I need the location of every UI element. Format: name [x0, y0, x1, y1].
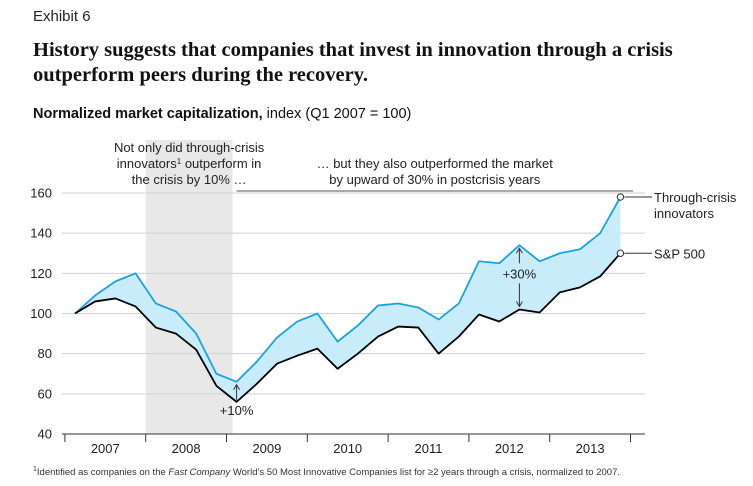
y-tick-label: 60	[38, 386, 52, 401]
y-tick-label: 80	[38, 346, 52, 361]
crisis-annotation-sup: 1	[177, 157, 182, 166]
postcrisis-gap-label: +30%	[503, 266, 537, 281]
y-tick-label: 140	[30, 226, 52, 241]
crisis-annotation: Not only did through-crisis	[114, 140, 265, 155]
crisis-gap-label: +10%	[220, 403, 254, 418]
crisis-annotation-rest: outperform in	[181, 156, 261, 171]
innovators-line	[74, 196, 622, 383]
y-tick-label: 40	[38, 427, 52, 442]
crisis-annotation: innovators1 outperform in	[117, 156, 262, 171]
sp500-line	[74, 252, 622, 403]
footnote: 1Identified as companies on the Fast Com…	[33, 466, 620, 478]
exhibit-label: Exhibit 6	[33, 8, 91, 25]
x-tick-label: 2008	[172, 441, 201, 456]
crisis-annotation: the crisis by 10% …	[132, 172, 247, 187]
chart-subtitle: Normalized market capitalization, index …	[33, 106, 411, 122]
x-tick-label: 2013	[576, 441, 605, 456]
sp500-end-marker	[616, 249, 625, 257]
footnote-italic: Fast Company	[168, 467, 231, 479]
subtitle-bold: Normalized market capitalization,	[33, 106, 263, 122]
innovators-end-marker	[616, 193, 625, 201]
innovators-legend-label: Through-crisis	[654, 190, 737, 205]
footnote-text-2: World’s 50 Most Innovative Companies lis…	[230, 467, 620, 479]
x-tick-label: 2010	[333, 441, 362, 456]
footnote-text-1: Identified as companies on the	[36, 467, 169, 479]
y-tick-label: 120	[30, 266, 52, 281]
x-tick-label: 2007	[91, 441, 120, 456]
chart-title: History suggests that companies that inv…	[33, 39, 673, 86]
y-tick-label: 100	[30, 306, 52, 321]
postcrisis-annotation: by upward of 30% in postcrisis years	[329, 172, 540, 187]
crisis-gap-arrowhead	[233, 383, 241, 391]
innovators-legend-label: innovators	[654, 206, 714, 221]
x-tick-label: 2009	[252, 441, 281, 456]
postcrisis-gap-arrowhead	[515, 301, 523, 308]
subtitle-rest: index (Q1 2007 = 100)	[262, 106, 412, 122]
sp500-legend-label: S&P 500	[654, 246, 705, 261]
postcrisis-gap-arrowhead	[515, 247, 523, 254]
y-tick-label: 160	[30, 186, 52, 201]
postcrisis-annotation: … but they also outperformed the market	[317, 156, 554, 171]
footnote-marker: 1	[33, 466, 37, 473]
x-tick-label: 2011	[415, 441, 443, 456]
x-tick-label: 2012	[495, 441, 524, 456]
